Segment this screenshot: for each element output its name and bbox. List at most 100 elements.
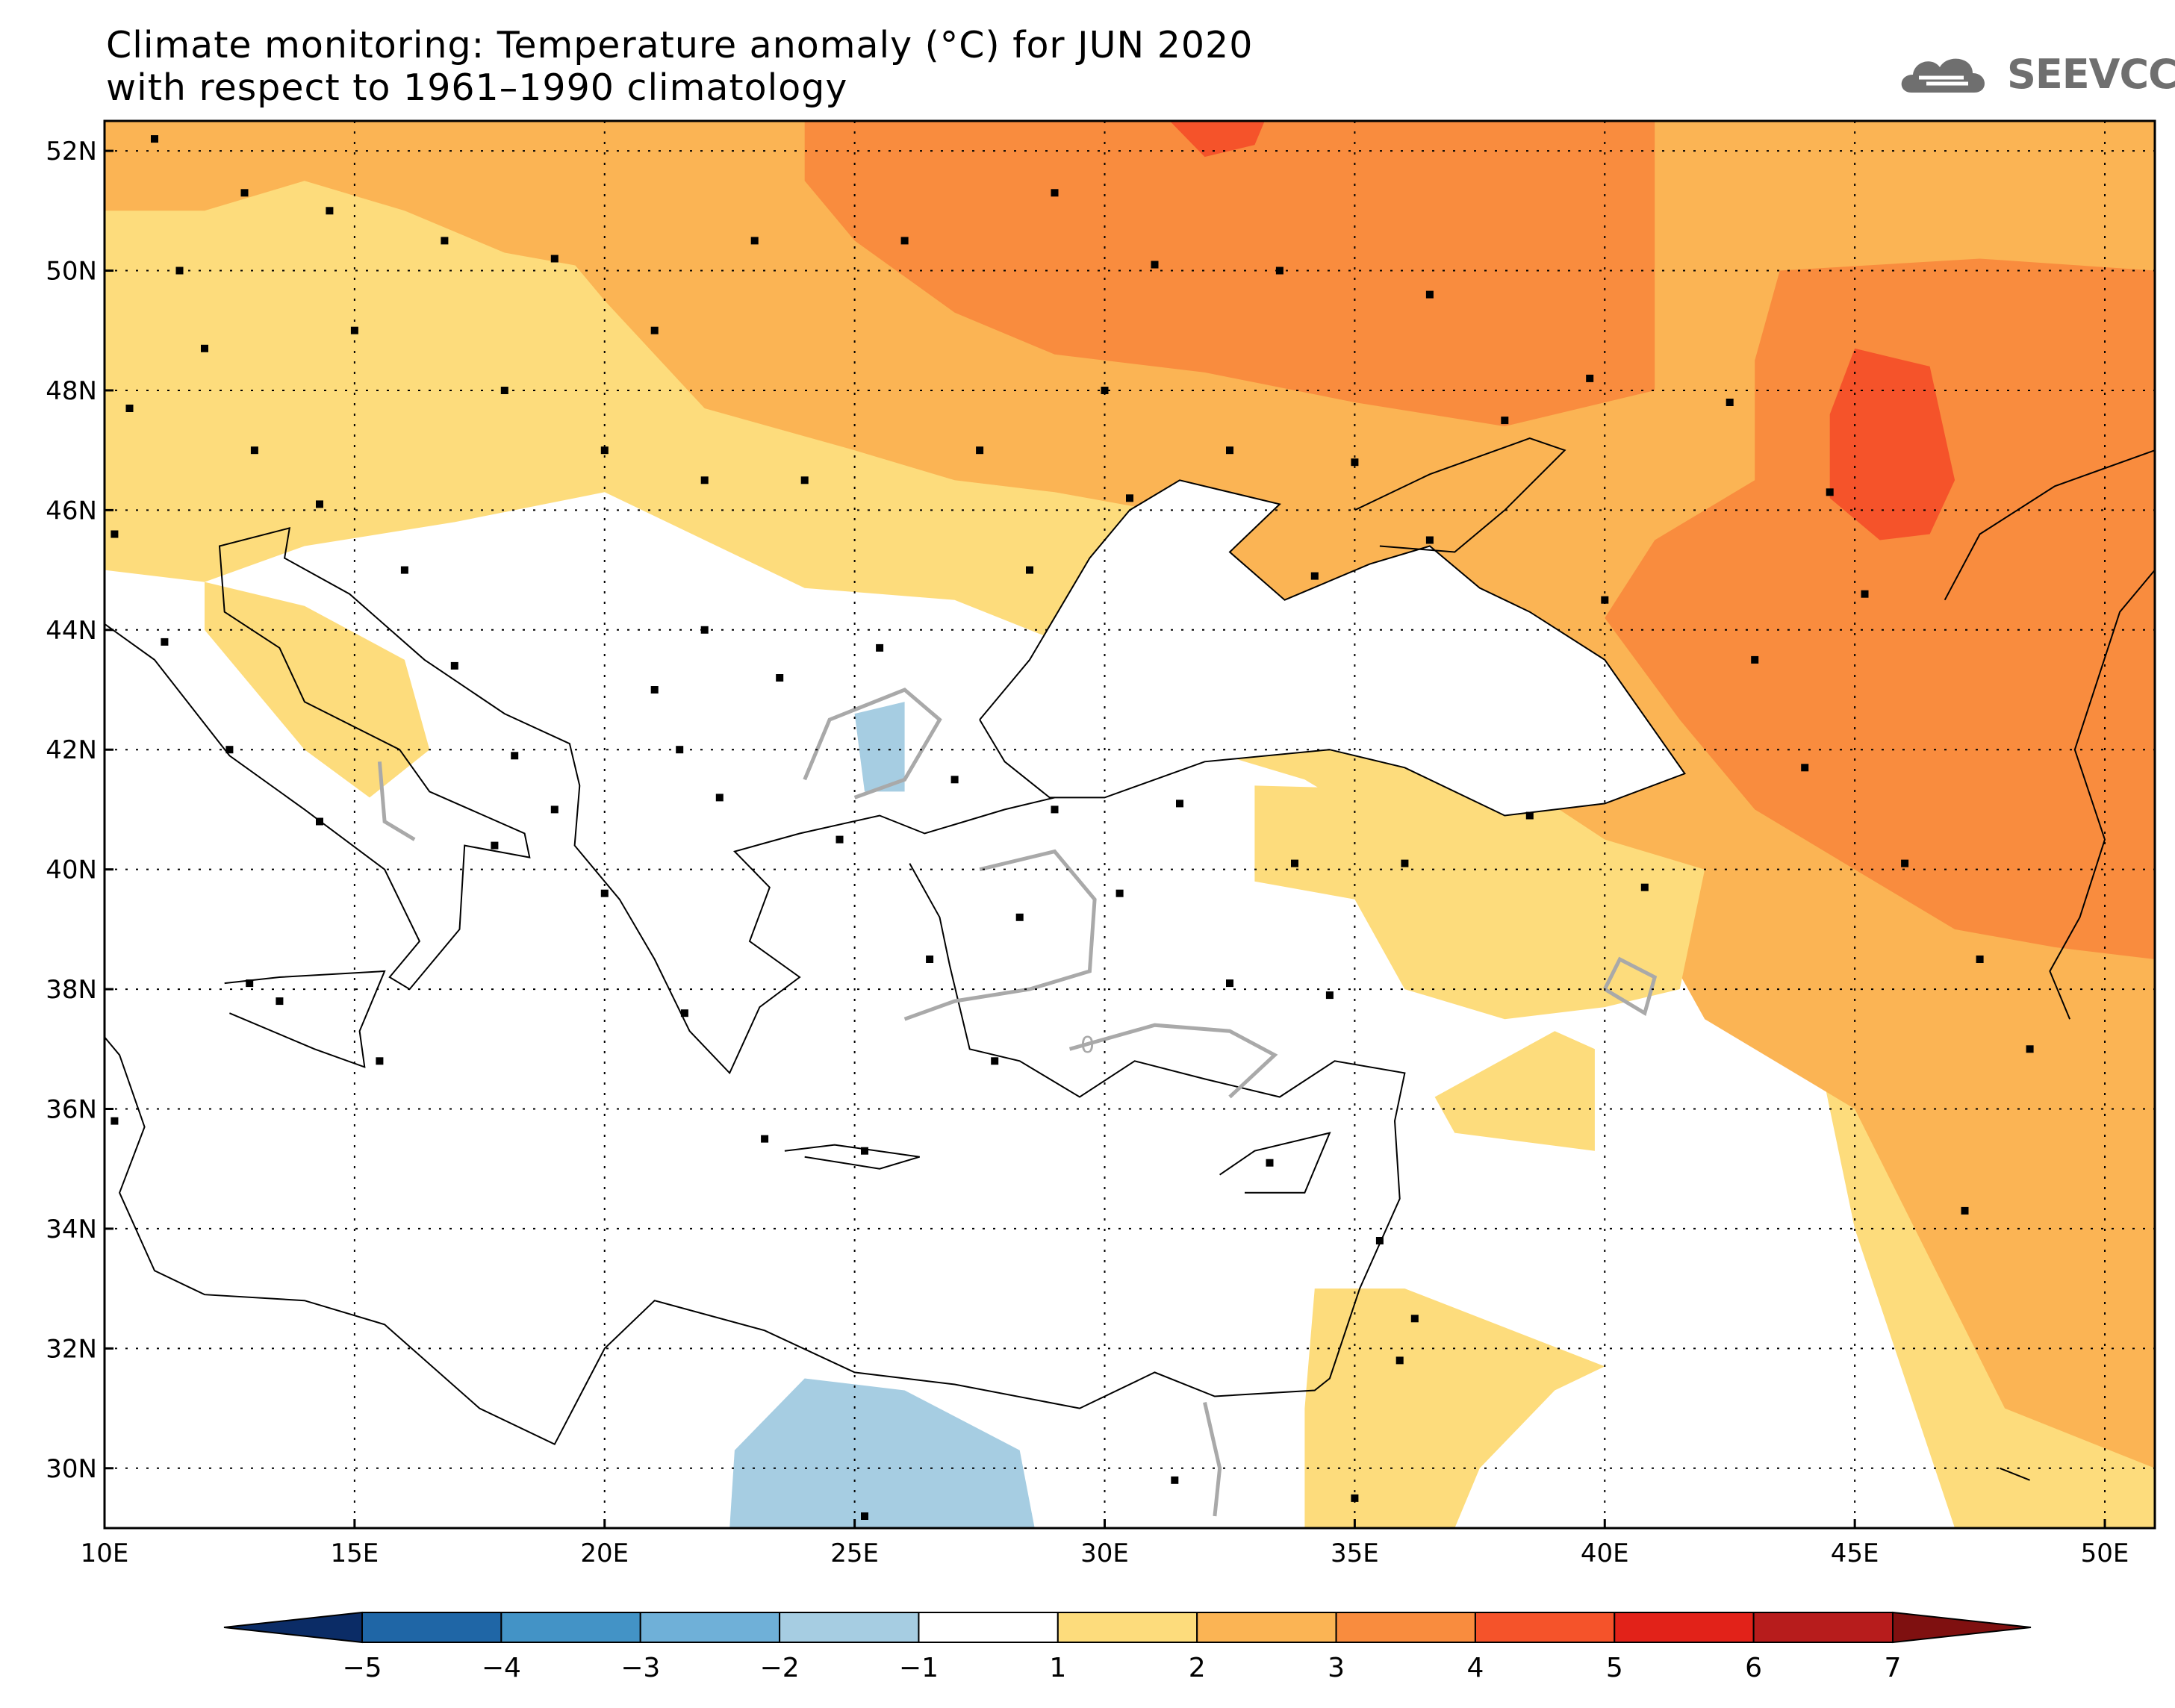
station-marker [1176,800,1183,808]
lat-tick-label: 50N [46,257,97,287]
lon-tick-label: 15E [331,1539,379,1568]
map-frame [103,119,2156,1530]
station-marker [1351,458,1359,467]
lon-tick-label: 50E [2081,1539,2129,1568]
coastline-turkey-south [105,863,1406,1446]
lat-tick-label: 52N [46,137,97,166]
colorbar-segment [918,1612,1059,1643]
station-marker [161,638,169,646]
station-marker [400,566,408,574]
lat-tick-label: 46N [46,496,97,526]
map-title: Climate monitoring: Temperature anomaly … [106,24,1253,109]
station-marker [1751,655,1759,664]
lat-tick-label: 48N [46,376,97,406]
zero-contour-egypt [1203,1402,1222,1517]
lon-tick-label: 45E [1831,1539,1879,1568]
station-marker [225,746,234,754]
station-marker [1425,290,1434,299]
colorbar-label: 2 [1189,1653,1206,1683]
station-marker [600,889,609,897]
station-marker [836,835,844,844]
lon-tick-label: 25E [830,1539,879,1568]
station-marker [1115,889,1124,897]
lat-tick-label: 42N [46,735,97,765]
colorbar-segment [1335,1612,1476,1643]
station-marker [1151,261,1159,269]
colorbar-segment [361,1612,502,1643]
colorbar-label: 6 [1745,1653,1762,1683]
zero-contour-anatolia [903,849,1097,1021]
colorbar-label: −3 [620,1653,660,1683]
station-marker [1226,979,1233,988]
colorbar-label: 7 [1885,1653,1902,1683]
title-line-2: with respect to 1961–1990 climatology [106,66,848,109]
station-marker [1726,399,1734,406]
station-marker [1126,494,1133,502]
station-marker [151,135,158,143]
station-marker [1026,566,1033,574]
station-marker [700,626,709,634]
colorbar-label: −1 [899,1653,939,1683]
station-marker [1525,811,1534,820]
field-syria-1-2 [1434,1031,1595,1151]
colorbar-segment [1752,1612,1894,1643]
contour-label: 0 [1080,1032,1095,1059]
station-marker [1801,764,1809,772]
field-libya-cool-2-1 [729,1378,1035,1528]
station-marker [900,237,909,245]
station-marker [550,805,558,814]
station-marker [800,476,809,484]
station-marker [125,405,134,412]
station-marker [1101,387,1109,394]
station-marker [680,1009,688,1017]
station-marker [316,817,323,826]
station-marker [776,674,784,682]
lat-tick-label: 36N [46,1095,97,1125]
zero-contour-east-turkey [1603,956,1658,1017]
colorbar-high-arrow [1892,1611,2032,1644]
colorbar-low-arrow [223,1611,363,1644]
colorbar-label: −2 [760,1653,800,1683]
station-marker [111,1117,119,1125]
lat-tick-label: 40N [46,855,97,885]
station-marker [450,661,458,670]
station-marker [1826,488,1834,496]
colorbar-label: 3 [1328,1653,1345,1683]
station-marker [550,255,558,263]
lon-tick-label: 35E [1331,1539,1379,1568]
station-marker [1586,374,1594,382]
station-marker [1266,1159,1274,1167]
coastline-caspian [1944,449,2155,1020]
lat-tick-label: 34N [46,1215,97,1244]
lat-tick-label: 32N [46,1334,97,1364]
station-marker [715,794,724,802]
station-marker [1401,859,1409,867]
coastline-azov [1354,437,1566,553]
station-marker [1976,956,1984,963]
field-south-russia-4-5 [1829,348,1955,540]
lon-tick-label: 10E [81,1539,129,1568]
coastline-black-sea [979,479,1686,817]
colorbar-segment [779,1612,920,1643]
station-marker [1425,536,1434,544]
station-marker [861,1147,868,1155]
station-marker [950,776,959,784]
station-marker [1275,267,1283,275]
black-sea-water [980,480,1685,816]
field-ukraine-3-4 [804,121,1655,427]
station-marker [326,207,334,215]
station-marker [676,746,684,754]
station-marker [441,237,449,245]
colorbar-segment [1057,1612,1198,1643]
station-marker [750,237,759,245]
colorbar-segment [1196,1612,1337,1643]
station-marker [600,446,609,455]
station-marker [876,643,884,652]
logo-text: SEEVCCC [2007,51,2175,98]
station-marker [246,979,254,988]
station-marker [1375,1237,1384,1244]
station-marker [1640,883,1649,891]
colorbar: −5 −4 −3 −2 −1 1 2 3 4 5 6 7 [223,1611,2032,1683]
station-marker [376,1057,384,1065]
